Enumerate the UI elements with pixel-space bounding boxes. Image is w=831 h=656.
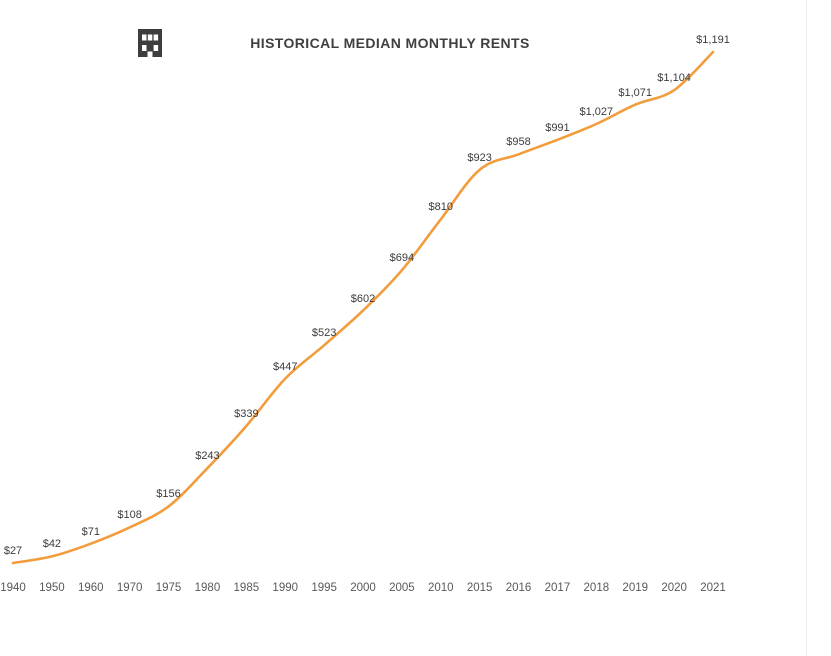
data-label: $523 (311, 327, 337, 340)
data-label: $243 (195, 450, 220, 463)
data-label: $156 (156, 488, 181, 501)
axis-tick-label: 1985 (233, 582, 260, 594)
data-label: $1,191 (696, 34, 730, 46)
axis-tick-label: 2017 (544, 582, 571, 594)
axis-tick-label: 1990 (272, 582, 299, 594)
window-right-border (806, 0, 807, 656)
data-label: $923 (467, 151, 492, 164)
axis-tick-label: 2005 (389, 582, 415, 594)
axis-tick-label: 1980 (194, 582, 221, 594)
axis-tick-label: 2016 (505, 582, 532, 594)
axis-tick-label: 1960 (77, 582, 104, 594)
axis-tick-label: 2020 (661, 582, 687, 594)
axis-tick-label: 2015 (466, 582, 493, 594)
building-icon (133, 26, 167, 60)
data-label: $602 (350, 292, 376, 305)
rent-line-series (11, 50, 715, 565)
axis-tick-label: 1940 (0, 582, 26, 594)
axis-tick-label: 2021 (700, 582, 726, 594)
data-label: $991 (545, 121, 570, 134)
axis-tick-label: 2000 (350, 582, 376, 594)
axis-tick-label: 1970 (116, 582, 143, 594)
data-label: $71 (81, 525, 100, 538)
axis-tick-label: 1975 (155, 582, 182, 594)
axis-tick-label: 1995 (311, 582, 337, 594)
data-label: $108 (117, 509, 142, 522)
data-label: $694 (389, 252, 415, 265)
data-label: $1,027 (579, 105, 614, 118)
data-label: $958 (506, 136, 531, 149)
data-label: $1,104 (657, 72, 691, 85)
data-label: $447 (272, 360, 298, 373)
axis-tick-label: 2018 (583, 582, 610, 594)
data-label: $1,071 (618, 86, 653, 99)
axis-tick-label: 1950 (39, 582, 65, 594)
axis-tick-label: 2010 (427, 582, 454, 594)
axis-tick-label: 2019 (622, 582, 649, 594)
data-label: $42 (42, 538, 62, 551)
data-label: $27 (3, 545, 23, 557)
chart-title: HISTORICAL MEDIAN MONTHLY RENTS (250, 35, 530, 51)
data-label: $339 (234, 408, 259, 421)
data-label: $810 (428, 201, 454, 214)
